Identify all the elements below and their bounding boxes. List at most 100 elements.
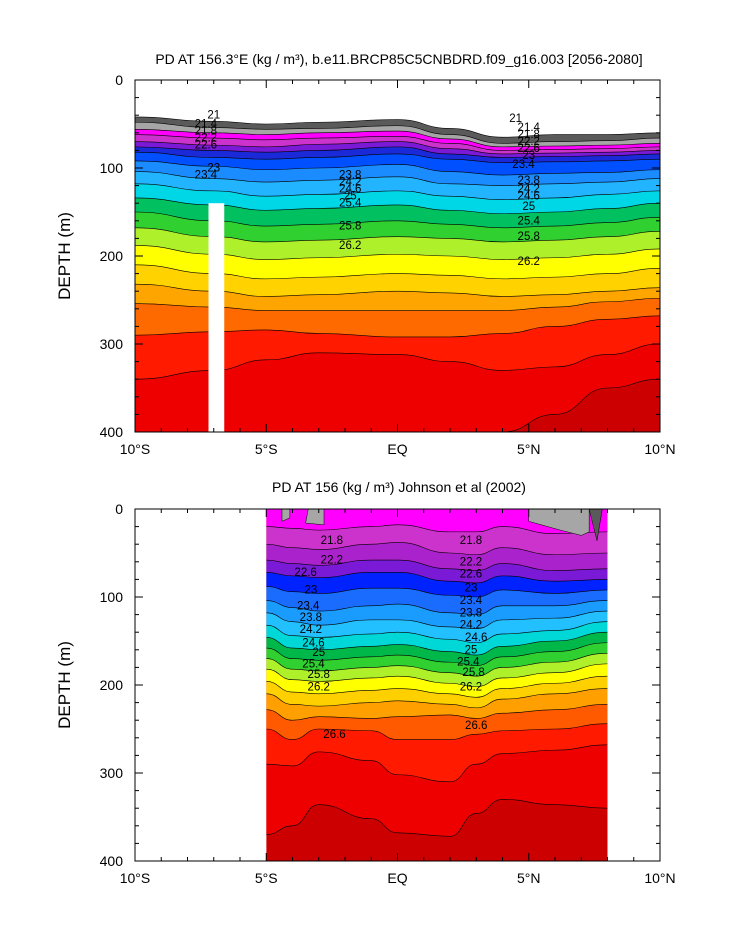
isopycnal-line [135, 297, 660, 311]
contour-label: 25.4 [339, 198, 362, 210]
panel-bottom: PD AT 156 (kg / m³) Johnson et al (2002)… [55, 479, 676, 886]
isopycnal-line [266, 663, 608, 688]
density-band [135, 212, 660, 242]
density-band [135, 146, 660, 163]
contour-label: 23.8 [300, 612, 322, 624]
contour-label: 24.6 [465, 632, 487, 644]
contour-label: 23.8 [518, 175, 540, 187]
density-band [135, 171, 660, 200]
contour-label: 24.2 [518, 184, 540, 196]
contour-label: 22.2 [460, 556, 482, 568]
contour-label: 22.6 [460, 569, 482, 581]
density-band [266, 723, 608, 782]
x-tick-label: EQ [387, 870, 407, 886]
x-tick-label: 5°S [255, 870, 278, 886]
density-band [135, 227, 660, 260]
isopycnal-line [135, 128, 660, 148]
contour-label: 21.8 [460, 535, 482, 547]
contour-label: 25.8 [339, 221, 361, 233]
contour-label: 21 [509, 113, 522, 125]
contour-label: 21.4 [518, 122, 541, 134]
contour-label: 25.4 [518, 215, 541, 227]
density-band [135, 315, 660, 380]
contour-label: 26.2 [339, 240, 361, 252]
contour-label: 23.4 [460, 595, 483, 607]
contour-labels: 21.822.222.62323.423.824.224.62525.425.8… [294, 535, 487, 741]
density-band [135, 197, 660, 228]
isopycnal-line [266, 688, 608, 709]
density-band [135, 152, 660, 176]
density-band [135, 284, 660, 311]
contour-label: 24.2 [460, 620, 482, 632]
isopycnal-line [266, 586, 608, 598]
surface-blank-band [135, 80, 660, 138]
density-band [135, 116, 660, 144]
y-tick-label: 100 [100, 160, 124, 176]
contour-label: 23 [304, 584, 317, 596]
contour-label: 21.8 [518, 129, 540, 141]
contour-label: 25 [344, 191, 357, 203]
contour-label: 25.4 [457, 657, 480, 669]
isopycnal-line [135, 227, 660, 243]
contour-label: 22.6 [294, 567, 316, 579]
contour-label: 26.2 [308, 681, 330, 693]
isopycnal-line [135, 151, 660, 164]
masked-column [208, 203, 225, 432]
contour-label: 24.6 [302, 637, 324, 649]
contour-label: 21.4 [195, 119, 218, 131]
density-fill-layers [266, 509, 608, 861]
density-band [135, 344, 660, 432]
contour-label: 21.8 [321, 535, 343, 547]
isopycnal-line [266, 653, 608, 677]
y-axis-label-bottom: DEPTH (m) [55, 641, 74, 729]
contour-label: 25 [312, 647, 325, 659]
density-band [266, 621, 608, 656]
contour-label: 25.8 [462, 667, 484, 679]
contour-label: 24.2 [300, 624, 322, 636]
y-tick-label: 0 [115, 501, 123, 517]
x-tick-label: 5°N [517, 441, 541, 457]
density-band [266, 524, 608, 555]
isopycnal-line [266, 642, 608, 666]
isopycnal-line [266, 723, 608, 740]
isopycnal-line [135, 264, 660, 280]
y-tick-label: 300 [100, 765, 124, 781]
contour-label: 22.6 [195, 140, 217, 152]
contour-label: 26.6 [323, 729, 345, 741]
y-tick-label: 100 [100, 589, 124, 605]
contour-label: 25.4 [302, 658, 325, 670]
x-tick-label: 5°N [517, 870, 541, 886]
density-band [135, 245, 660, 279]
density-band [266, 653, 608, 687]
isopycnal-line [266, 542, 608, 556]
density-band [266, 744, 608, 837]
density-band [135, 183, 660, 214]
x-tick-label: 5°S [255, 441, 278, 457]
density-band [266, 642, 608, 677]
isopycnal-line [135, 146, 660, 158]
y-tick-label: 300 [100, 336, 124, 352]
chart-title-bottom: PD AT 156 (kg / m³) Johnson et al (2002) [272, 479, 526, 495]
chart-title-top: PD AT 156.3°E (kg / m³), b.e11.BRCP85C5C… [155, 51, 642, 67]
density-band [135, 160, 660, 186]
isopycnal-line [266, 600, 608, 615]
contour-label: 23 [207, 163, 220, 175]
surface-gap-marker [528, 509, 590, 536]
isopycnal-line [135, 315, 660, 338]
panel-top: PD AT 156.3°E (kg / m³), b.e11.BRCP85C5C… [55, 51, 676, 457]
isopycnal-line [266, 631, 608, 656]
contour-label: 21 [207, 110, 220, 122]
density-band [266, 663, 608, 698]
contour-label: 22.2 [321, 555, 343, 567]
isopycnal-line [135, 183, 660, 200]
density-band [135, 264, 660, 297]
isopycnal-line [135, 134, 660, 151]
contour-label: 25 [465, 644, 478, 656]
isopycnal-line [135, 141, 660, 155]
isopycnal-line [135, 211, 660, 229]
contour-label: 22.2 [518, 136, 540, 148]
isopycnal-line [135, 197, 660, 215]
contour-label: 23.4 [512, 159, 535, 171]
